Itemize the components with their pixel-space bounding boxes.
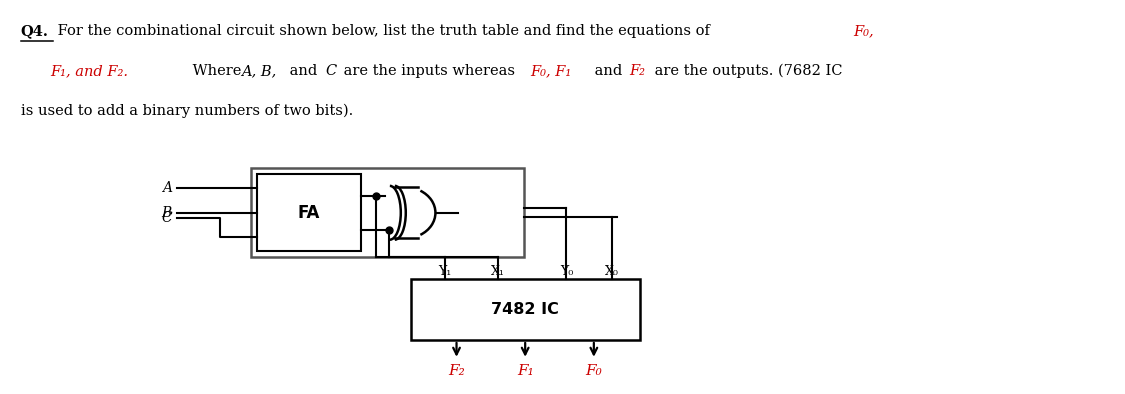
- Text: FA: FA: [298, 204, 319, 222]
- Text: Y₁: Y₁: [439, 265, 452, 278]
- Text: F₁: F₁: [516, 364, 533, 377]
- Text: C: C: [161, 211, 172, 225]
- Text: F₀: F₀: [585, 364, 602, 377]
- Text: F₀, F₁: F₀, F₁: [530, 64, 572, 78]
- Text: and: and: [286, 64, 322, 78]
- Text: A: A: [162, 181, 172, 195]
- Text: and: and: [590, 64, 627, 78]
- Text: are the inputs whereas: are the inputs whereas: [339, 64, 520, 78]
- Text: is used to add a binary numbers of two bits).: is used to add a binary numbers of two b…: [20, 103, 353, 118]
- Text: Where: Where: [188, 64, 246, 78]
- Text: are the outputs. (7682 IC: are the outputs. (7682 IC: [649, 64, 843, 78]
- Text: 7482 IC: 7482 IC: [492, 302, 559, 317]
- Text: X₁: X₁: [490, 265, 505, 278]
- Text: F₂: F₂: [448, 364, 465, 377]
- Text: Q4.: Q4.: [20, 24, 48, 39]
- Text: X₀: X₀: [605, 265, 619, 278]
- Bar: [256, 174, 361, 251]
- Text: Y₀: Y₀: [560, 265, 573, 278]
- Text: A, B,: A, B,: [242, 64, 277, 78]
- Text: For the combinational circuit shown below, list the truth table and find the equ: For the combinational circuit shown belo…: [53, 24, 714, 39]
- Text: C: C: [325, 64, 336, 78]
- Text: F₀,: F₀,: [854, 24, 874, 39]
- Bar: [251, 168, 524, 257]
- Text: F₂: F₂: [630, 64, 646, 78]
- Text: B: B: [162, 206, 172, 220]
- Bar: [411, 279, 640, 340]
- Text: F₁, and F₂.: F₁, and F₂.: [51, 64, 128, 78]
